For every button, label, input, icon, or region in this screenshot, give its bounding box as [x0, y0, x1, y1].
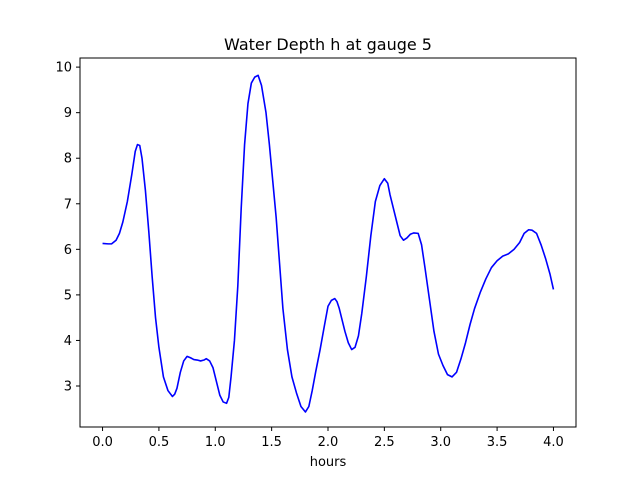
x-tick-label: 2.5 — [374, 435, 395, 450]
y-axis: 3 4 5 6 7 8 9 10 — [55, 61, 80, 395]
x-axis: 0.0 0.5 1.0 1.5 2.0 2.5 3.0 3.5 4.0 — [92, 427, 564, 450]
y-tick-label: 9 — [64, 106, 72, 121]
x-tick-label: 3.5 — [487, 435, 508, 450]
x-tick-label: 3.0 — [430, 435, 451, 450]
y-tick-label: 4 — [64, 334, 72, 349]
y-tick-label: 5 — [64, 288, 72, 303]
y-tick-label: 10 — [55, 61, 72, 76]
x-tick-label: 1.5 — [261, 435, 282, 450]
x-tick-label: 0.5 — [149, 435, 170, 450]
y-tick-label: 3 — [64, 380, 72, 395]
x-tick-label: 4.0 — [543, 435, 564, 450]
x-tick-label: 2.0 — [318, 435, 339, 450]
y-tick-label: 7 — [64, 197, 72, 212]
x-axis-label: hours — [310, 455, 347, 470]
chart-title: Water Depth h at gauge 5 — [224, 35, 432, 54]
x-tick-label: 1.0 — [205, 435, 226, 450]
y-tick-label: 6 — [64, 243, 72, 258]
series-line — [102, 74, 555, 413]
plot-area — [102, 74, 555, 413]
axes-frame — [79, 57, 577, 428]
y-tick-label: 8 — [64, 152, 72, 167]
x-tick-label: 0.0 — [92, 435, 113, 450]
